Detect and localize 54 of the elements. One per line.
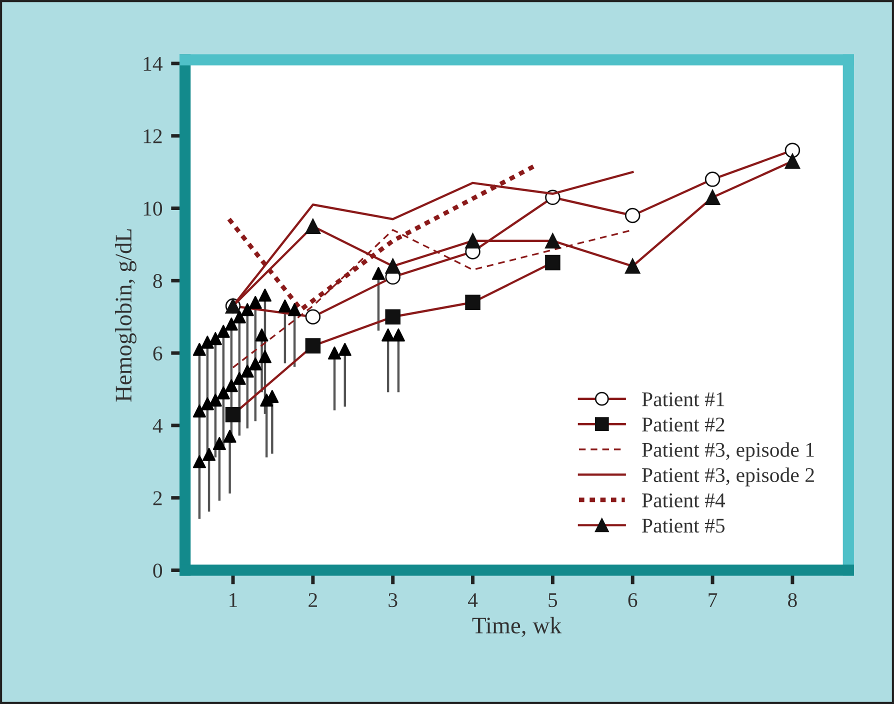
point [200,397,214,410]
point [224,318,238,331]
point [192,342,206,356]
legend-label: Patient #1 [642,392,724,406]
y-tick-label: 12 [144,129,162,144]
y-tick-label: 8 [153,274,162,288]
legend-label: Patient #5 [642,518,725,533]
y-tick-label: 10 [144,202,162,216]
point [212,437,226,450]
point [192,455,206,468]
y-tick-label: 0 [153,564,162,578]
point [392,328,405,342]
point [208,332,222,346]
x-tick-label: 7 [708,593,718,607]
point [216,386,230,400]
x-tick-label: 1 [230,593,237,607]
legend-label: Patient #4 [642,493,726,508]
point [328,346,342,360]
point [240,364,254,378]
point [200,336,214,349]
x-tick-label: 4 [468,593,478,607]
point [382,328,395,342]
point [223,430,236,443]
x-tick-label: 2 [308,593,317,607]
y-axis-title: Hemoglobin, g/dL [114,229,136,402]
point [258,288,272,302]
y-tick-label: 4 [152,418,163,433]
point [338,342,352,356]
x-tick-label: 5 [548,593,558,608]
x-tick-label: 3 [388,593,398,608]
point [224,379,238,392]
legend-label: Patient #3, episode 1 [642,442,814,462]
y-tick-label: 14 [144,56,163,71]
y-tick-label: 2 [153,491,162,506]
legend-label: Patient #2 [642,418,724,432]
point [192,404,206,418]
point [258,350,272,364]
point [248,296,262,309]
point [255,328,268,342]
x-tick-label: 6 [628,593,638,608]
point [208,394,222,407]
point [248,357,262,370]
point [278,299,292,312]
x-tick-label: 8 [788,593,797,608]
point [216,324,230,338]
point [232,372,246,385]
point [372,266,385,280]
point [288,303,302,316]
legend-label: Patient #3, episode 2 [642,467,814,486]
point [240,303,254,316]
y-tick-label: 6 [153,346,162,360]
x-axis-title: Time, wk [472,616,562,637]
point [202,448,216,461]
point [232,310,246,324]
